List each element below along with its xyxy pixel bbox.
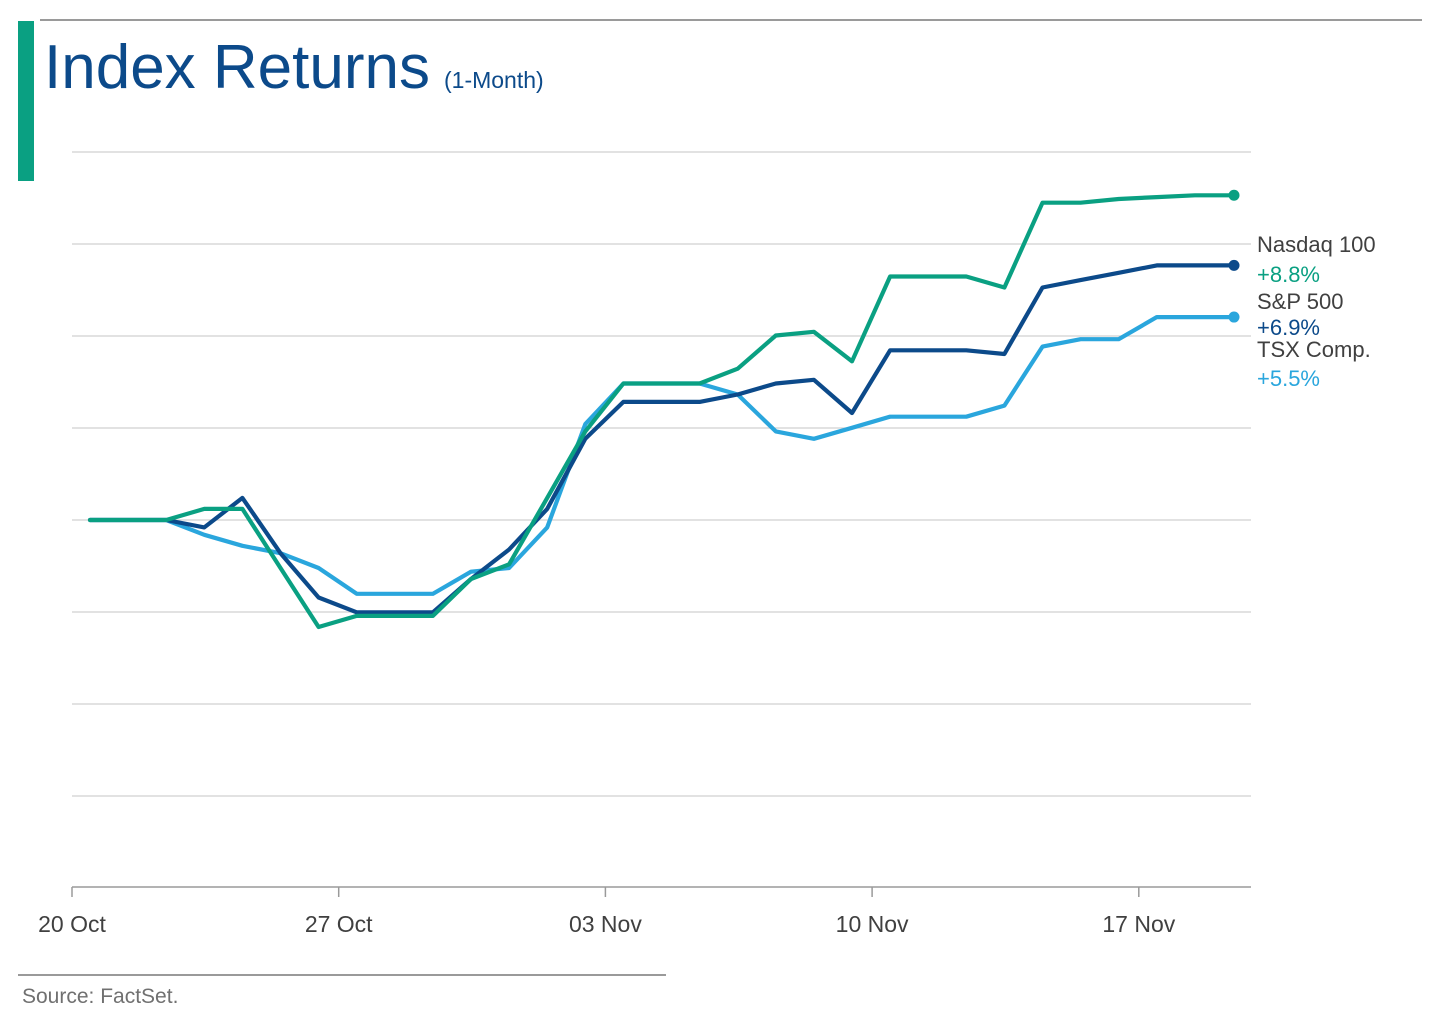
footer-rule	[18, 974, 666, 976]
series-line-nasdaq	[87, 193, 1236, 630]
chart-title: Index Returns (1-Month)	[44, 26, 544, 122]
legend-name-tsx: TSX Comp.	[1257, 337, 1371, 362]
top-rule	[40, 19, 1422, 21]
legend-value-tsx: +5.5%	[1257, 366, 1320, 391]
x-tick-label: 03 Nov	[569, 911, 642, 937]
title-accent-bar	[18, 21, 34, 181]
legend-name-sp500: S&P 500	[1257, 289, 1343, 314]
legend-value-sp500: +6.9%	[1257, 315, 1320, 340]
x-tick-label: 27 Oct	[305, 911, 373, 937]
source-note: Source: FactSet.	[22, 985, 179, 1008]
series-line-tsx	[87, 315, 1236, 596]
x-tick-label: 20 Oct	[38, 911, 106, 937]
legend-value-nasdaq: +8.8%	[1257, 262, 1320, 287]
series-line-sp500	[87, 263, 1236, 615]
x-tick-label: 17 Nov	[1102, 911, 1175, 937]
series-end-dot-nasdaq	[1228, 189, 1240, 201]
chart-title-text: Index Returns	[44, 33, 430, 102]
series-end-dot-sp500	[1228, 259, 1240, 271]
legend-name-nasdaq: Nasdaq 100	[1257, 232, 1376, 257]
chart-subtitle: (1-Month)	[444, 67, 544, 93]
series-end-dot-tsx	[1228, 311, 1240, 323]
x-tick-label: 10 Nov	[836, 911, 909, 937]
